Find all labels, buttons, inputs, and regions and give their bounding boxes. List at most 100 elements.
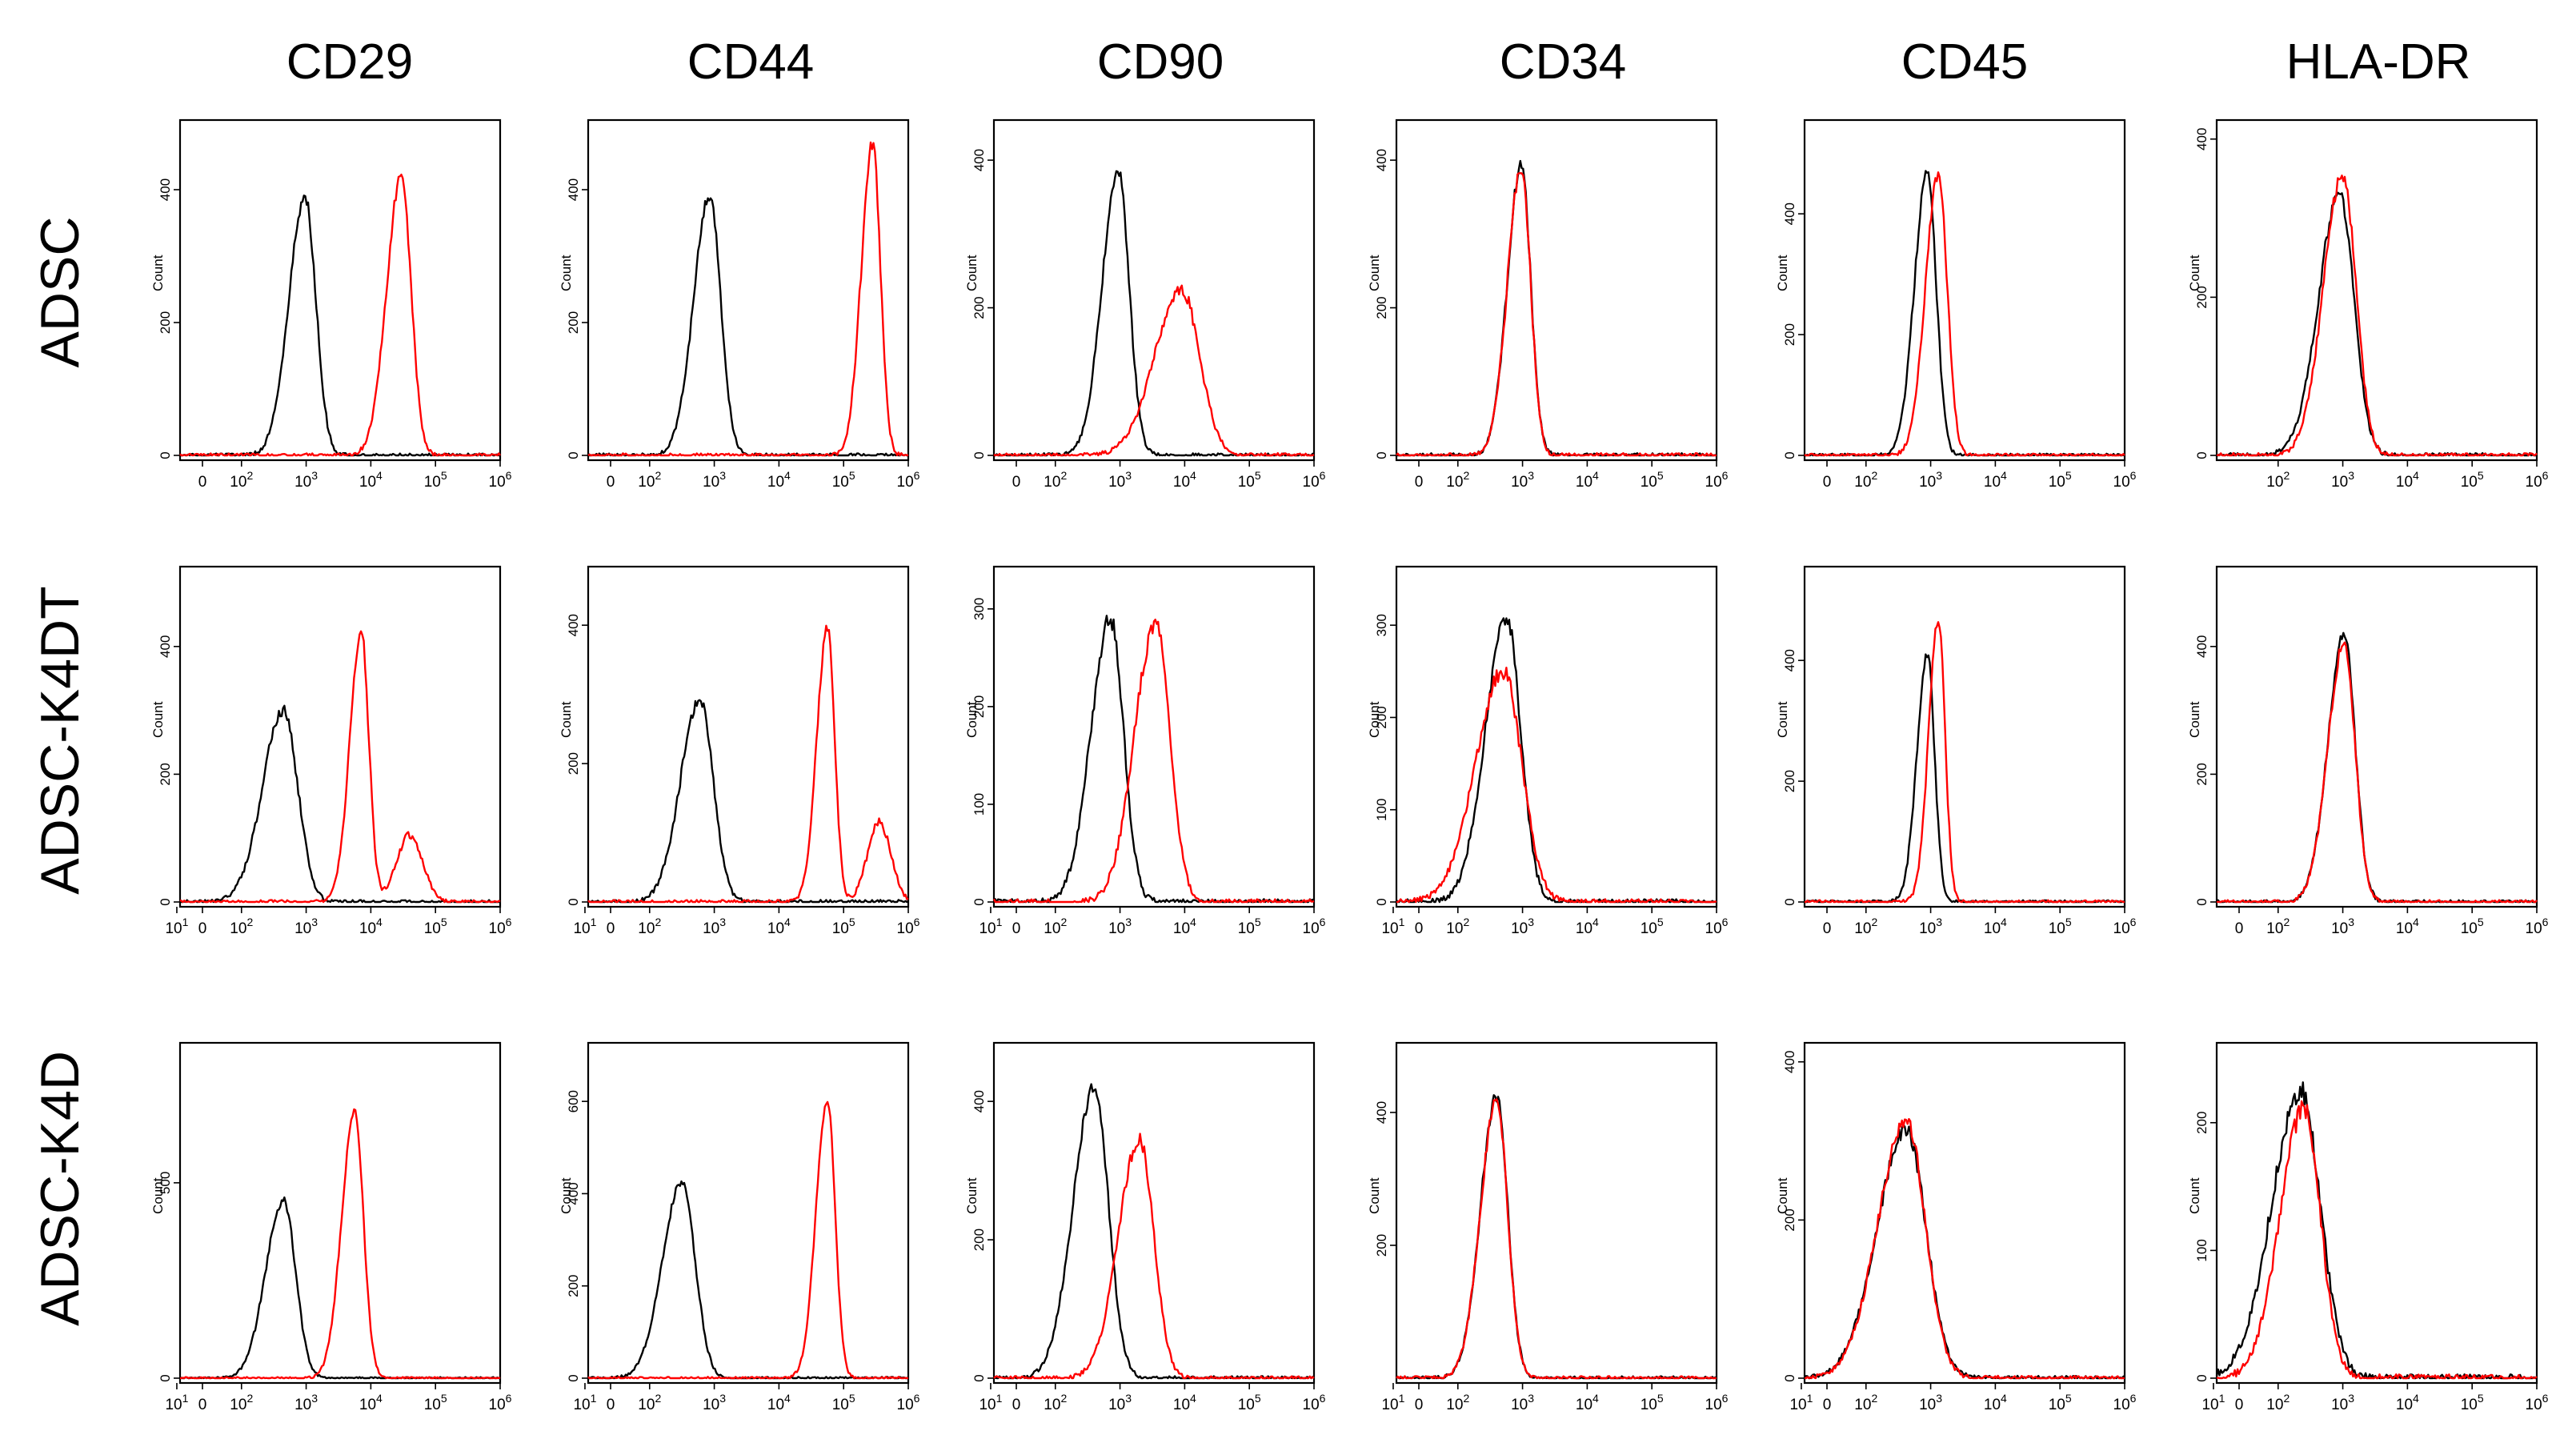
- panel-adsc-k4d-hla-dr-xtick-10-3: 103: [2331, 1392, 2354, 1413]
- panel-adsc-k4d-cd45-control-histogram: [1803, 1124, 2125, 1380]
- panel-adsc-k4dt-cd44-xtick-10-1: 101: [573, 916, 596, 937]
- panel-adsc-k4d-hla-dr: Count 0 100 200 0 101 102 103 104 105 106: [2187, 1041, 2549, 1413]
- panel-adsc-k4dt-cd44-ytick-200: 200: [566, 752, 581, 775]
- panel-adsc-k4d-cd34-control-histogram: [1396, 1094, 1717, 1380]
- panel-adsc-k4dt-cd34-xtick-10-6: 106: [1705, 916, 1729, 937]
- panel-adsc-cd34-xtick-0: 0: [1415, 474, 1424, 491]
- panel-adsc-k4d-cd34-xtick-0: 0: [1415, 1397, 1424, 1413]
- panel-adsc-cd45-ylabel: Count: [1775, 255, 1790, 291]
- panel-adsc-k4d-cd45-xtick-10-3: 103: [1919, 1392, 1942, 1413]
- panel-adsc-k4dt-hla-dr-control-histogram: [2216, 631, 2537, 904]
- panel-adsc-k4d-cd44-control-histogram: [588, 1180, 909, 1380]
- panel-adsc-k4dt-cd29-frame: [178, 565, 502, 908]
- panel-adsc-k4d-cd44-ytick-400: 400: [566, 1182, 581, 1205]
- panel-adsc-k4dt-cd44-xtick-10-5: 105: [832, 916, 855, 937]
- panel-adsc-k4d-cd45-ytick-400: 400: [1782, 1051, 1797, 1073]
- panel-adsc-k4dt-cd90: Count 0 100 200 300 0 101 102 103 104 105 106: [964, 565, 1326, 937]
- panel-adsc-k4d-cd90-stained-histogram: [993, 1132, 1315, 1380]
- panel-adsc-k4d-cd29: Count 0 500 0 101 102 103 104 105 106: [150, 1041, 512, 1413]
- panel-adsc-k4d-hla-dr-xtick-10-4: 104: [2396, 1392, 2419, 1413]
- panel-adsc-k4dt-cd29-xtick-10-4: 104: [359, 916, 383, 937]
- panel-adsc-k4dt-cd44-ytick-0: 0: [566, 898, 581, 905]
- panel-adsc-k4d-hla-dr-xtick-0: 0: [2235, 1397, 2244, 1413]
- panel-adsc-k4dt-hla-dr-xtick-10-4: 104: [2396, 916, 2419, 937]
- panel-adsc-k4d-hla-dr-ytick-200: 200: [2194, 1112, 2209, 1134]
- panel-adsc-k4d-cd44-xtick-10-5: 105: [832, 1392, 855, 1413]
- panel-adsc-k4d-hla-dr-xtick-10-6: 106: [2526, 1392, 2549, 1413]
- panel-adsc-hla-dr-xtick-10-4: 104: [2396, 469, 2419, 491]
- panel-adsc-k4dt-cd29-xtick-10-1: 101: [165, 916, 188, 937]
- panel-adsc-k4d-cd44-xtick-10-1: 101: [573, 1392, 596, 1413]
- panel-adsc-k4dt-hla-dr-frame: [2215, 565, 2538, 908]
- panel-adsc-k4d-cd90-ytick-0: 0: [972, 1374, 987, 1381]
- panel-adsc-k4d-hla-dr-ytick-100: 100: [2194, 1239, 2209, 1261]
- panel-adsc-k4dt-hla-dr-ytick-0: 0: [2194, 898, 2209, 905]
- panel-adsc-cd29-xtick-10-4: 104: [359, 469, 383, 491]
- panel-adsc-k4dt-cd45-ylabel: Count: [1775, 701, 1790, 738]
- panel-adsc-k4d-cd29-xtick-0: 0: [198, 1397, 207, 1413]
- panel-adsc-k4d-cd44-xtick-10-6: 106: [897, 1392, 920, 1413]
- panel-adsc-cd29-ytick-400: 400: [158, 178, 173, 201]
- panel-adsc-k4dt-cd90-ytick-0: 0: [972, 898, 987, 905]
- panel-adsc-k4dt-cd34-xtick-10-3: 103: [1511, 916, 1534, 937]
- panel-adsc-k4dt-cd29-stained-histogram: [179, 630, 501, 904]
- panel-adsc-cd45-xtick-0: 0: [1823, 474, 1832, 491]
- panel-adsc-k4d-cd34-xtick-10-4: 104: [1576, 1392, 1599, 1413]
- panel-adsc-cd44-ytick-400: 400: [566, 178, 581, 201]
- panel-adsc-k4dt-cd34: Count 0 100 200 300 0 101 102 103 104 105 106: [1367, 565, 1729, 937]
- panel-adsc-hla-dr-stained-histogram: [2216, 174, 2538, 457]
- panel-adsc-cd44-control-histogram: [587, 197, 908, 457]
- panel-adsc-k4d-cd29-stained-histogram: [180, 1108, 501, 1380]
- panel-adsc-cd44-stained-histogram: [587, 141, 909, 457]
- panel-adsc-k4d-cd44-ytick-600: 600: [566, 1090, 581, 1112]
- panel-adsc-k4dt-cd90-ytick-100: 100: [972, 793, 987, 816]
- panel-adsc-cd90-xtick-10-3: 103: [1108, 469, 1132, 491]
- panel-adsc-k4d-cd34-ylabel: Count: [1367, 1177, 1382, 1214]
- panel-adsc-k4d-cd44-xtick-10-4: 104: [767, 1392, 791, 1413]
- panel-adsc-k4dt-cd34-ylabel: Count: [1367, 701, 1382, 738]
- panel-adsc-cd45-xtick-10-2: 102: [1854, 469, 1877, 491]
- panel-adsc-k4d-cd90-ytick-400: 400: [972, 1090, 987, 1112]
- panel-adsc-k4d-hla-dr-xtick-10-1: 101: [2201, 1392, 2225, 1413]
- panel-adsc-k4dt-cd90-frame: [992, 565, 1316, 908]
- panel-adsc-hla-dr-xtick-10-3: 103: [2331, 469, 2354, 491]
- panel-adsc-k4dt-cd44-xtick-0: 0: [607, 920, 615, 937]
- panel-adsc-k4dt-cd90-ylabel: Count: [964, 701, 980, 738]
- panel-adsc-k4d-cd44-ytick-0: 0: [566, 1374, 581, 1381]
- panel-adsc-cd90-stained-histogram: [993, 284, 1315, 457]
- panel-adsc-k4d-cd29-xtick-10-2: 102: [230, 1392, 253, 1413]
- panel-adsc-cd44-xtick-10-5: 105: [832, 469, 855, 491]
- panel-adsc-k4d-cd29-ylabel: Count: [150, 1177, 166, 1214]
- panel-adsc-k4d-cd29-frame: [178, 1041, 502, 1385]
- panel-adsc-k4d-cd90-xtick-10-3: 103: [1108, 1392, 1132, 1413]
- panel-adsc-k4dt-cd45-xtick-10-3: 103: [1919, 916, 1942, 937]
- panel-adsc-k4dt-cd90-xtick-10-5: 105: [1238, 916, 1261, 937]
- panel-adsc-k4d-cd90: Count 0 200 400 0 101 102 103 104 105 106: [964, 1041, 1326, 1413]
- panel-adsc-k4d-cd90-xtick-10-6: 106: [1303, 1392, 1326, 1413]
- panel-adsc-cd45-xtick-10-3: 103: [1919, 469, 1942, 491]
- panel-adsc-cd29-xtick-0: 0: [198, 474, 207, 491]
- panel-adsc-k4dt-cd44-ytick-400: 400: [566, 614, 581, 636]
- panel-adsc-k4d-hla-dr-xtick-10-5: 105: [2461, 1392, 2484, 1413]
- panel-adsc-k4dt-hla-dr-xtick-10-6: 106: [2526, 916, 2549, 937]
- panel-adsc-k4d-cd29-xtick-10-3: 103: [294, 1392, 318, 1413]
- panel-adsc-k4dt-cd45-xtick-10-2: 102: [1854, 916, 1877, 937]
- panel-adsc-k4dt-cd90-ytick-200: 200: [972, 695, 987, 718]
- panel-adsc-k4dt-cd34-ytick-0: 0: [1374, 898, 1389, 905]
- panel-adsc-hla-dr-ytick-0: 0: [2194, 451, 2209, 459]
- panel-adsc-cd44-ytick-0: 0: [566, 451, 581, 459]
- panel-adsc-cd34-xtick-10-2: 102: [1446, 469, 1469, 491]
- panel-adsc-k4d-cd45-xtick-10-6: 106: [2113, 1392, 2137, 1413]
- panel-adsc-k4dt-cd29-control-histogram: [179, 704, 501, 904]
- panel-adsc-cd44-xtick-10-4: 104: [767, 469, 791, 491]
- panel-adsc-cd29-xtick-10-2: 102: [230, 469, 253, 491]
- panel-adsc-k4d-cd34: Count 200 400 0 101 102 103 104 105 106: [1367, 1041, 1729, 1413]
- panel-adsc-k4dt-cd34-stained-histogram: [1396, 667, 1717, 904]
- panel-adsc-k4d-cd29-control-histogram: [179, 1196, 500, 1380]
- column-title-cd90: CD90: [1097, 34, 1224, 90]
- panel-adsc-k4dt-cd34-frame: [1395, 565, 1718, 908]
- panel-adsc-k4dt-cd29-xtick-10-5: 105: [424, 916, 447, 937]
- panel-adsc-cd44: Count 0 200 400 0 102 103 104 105 106: [559, 118, 920, 491]
- panel-adsc-k4d-cd34-xtick-10-5: 105: [1641, 1392, 1664, 1413]
